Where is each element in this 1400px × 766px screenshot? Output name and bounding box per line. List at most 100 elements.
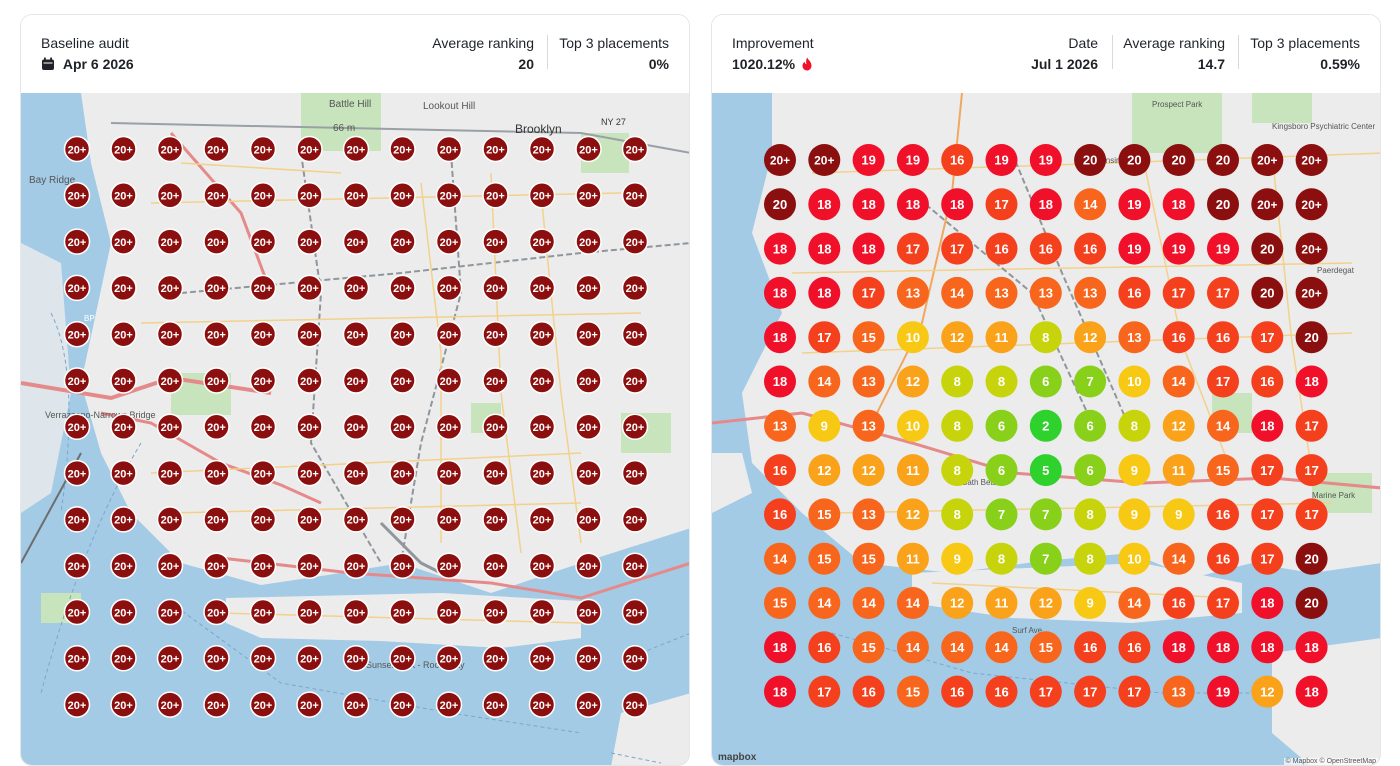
baseline-map-canvas[interactable]: Battle Hill 66 m Lookout Hill Brooklyn N… [21,93,690,766]
rank-pin[interactable]: 11 [985,321,1018,354]
rank-pin[interactable]: 20+ [63,135,91,163]
rank-pin[interactable]: 20+ [575,274,602,302]
rank-pin[interactable]: 20+ [63,367,91,394]
rank-pin[interactable]: 18 [808,276,841,309]
rank-pin[interactable]: 16 [1162,587,1195,619]
rank-pin[interactable]: 17 [1207,587,1239,619]
rank-pin[interactable]: 18 [1295,631,1328,664]
rank-pin[interactable]: 15 [808,498,841,531]
rank-pin[interactable]: 17 [1295,409,1328,442]
rank-pin[interactable]: 9 [1118,498,1151,531]
rank-pin[interactable]: 20+ [621,645,649,672]
rank-pin[interactable]: 12 [1029,587,1062,619]
rank-pin[interactable]: 20+ [575,228,602,255]
rank-pin[interactable]: 20+ [389,552,416,579]
rank-pin[interactable]: 20+ [528,320,556,348]
rank-pin[interactable]: 20+ [621,182,649,209]
rank-pin[interactable]: 20+ [203,135,230,163]
rank-pin[interactable]: 20+ [435,367,463,394]
rank-pin[interactable]: 17 [1251,498,1284,531]
rank-pin[interactable]: 20+ [63,691,91,718]
rank-pin[interactable]: 20+ [63,645,91,672]
rank-pin[interactable]: 9 [941,542,974,575]
rank-pin[interactable]: 18 [764,276,796,309]
rank-pin[interactable]: 18 [764,321,796,354]
rank-pin[interactable]: 12 [1251,675,1284,708]
rank-pin[interactable]: 20+ [203,274,230,302]
rank-pin[interactable]: 20+ [528,228,556,255]
rank-pin[interactable]: 8 [985,365,1018,398]
rank-pin[interactable]: 20+ [63,182,91,209]
rank-pin[interactable]: 17 [1207,365,1239,398]
rank-pin[interactable]: 19 [852,144,885,176]
rank-pin[interactable]: 20+ [575,552,602,579]
rank-pin[interactable]: 20+ [575,691,602,718]
rank-pin[interactable]: 20+ [528,552,556,579]
rank-pin[interactable]: 20+ [342,182,370,209]
rank-pin[interactable]: 7 [1029,542,1062,575]
rank-pin[interactable]: 20+ [296,135,323,163]
rank-pin[interactable]: 8 [1029,321,1062,354]
rank-pin[interactable]: 20+ [203,459,230,487]
rank-pin[interactable]: 12 [852,454,885,487]
rank-pin[interactable]: 20+ [389,274,416,302]
rank-pin[interactable]: 16 [1074,631,1107,664]
rank-pin[interactable]: 20+ [296,274,323,302]
rank-pin[interactable]: 18 [1295,365,1328,398]
rank-pin[interactable]: 18 [1207,631,1239,664]
rank-pin[interactable]: 12 [941,587,974,619]
rank-pin[interactable]: 18 [808,188,841,221]
rank-pin[interactable]: 20+ [389,182,416,209]
rank-pin[interactable]: 20+ [435,228,463,255]
rank-pin[interactable]: 8 [941,365,974,398]
rank-pin[interactable]: 20+ [435,598,463,626]
improvement-map-canvas[interactable]: Kingsboro Psychiatric Center Kensington … [712,93,1381,766]
rank-pin[interactable]: 20+ [110,182,137,209]
rank-pin[interactable]: 20+ [249,459,277,487]
rank-pin[interactable]: 20+ [296,228,323,255]
rank-pin[interactable]: 18 [852,232,885,265]
rank-pin[interactable]: 17 [1162,276,1195,309]
rank-pin[interactable]: 20+ [342,274,370,302]
rank-pin[interactable]: 20+ [63,552,91,579]
rank-pin[interactable]: 17 [1295,454,1328,487]
rank-pin[interactable]: 11 [1162,454,1195,487]
rank-pin[interactable]: 20+ [156,228,184,255]
rank-pin[interactable]: 20+ [342,413,370,441]
rank-pin[interactable]: 20+ [482,645,509,672]
rank-pin[interactable]: 20+ [63,459,91,487]
rank-pin[interactable]: 14 [1162,542,1195,575]
rank-pin[interactable]: 20+ [482,274,509,302]
rank-pin[interactable]: 20+ [110,506,137,533]
rank-pin[interactable]: 14 [1162,365,1195,398]
rank-pin[interactable]: 6 [1074,409,1107,442]
rank-pin[interactable]: 17 [808,321,841,354]
rank-pin[interactable]: 17 [1207,276,1239,309]
rank-pin[interactable]: 20+ [63,320,91,348]
rank-pin[interactable]: 17 [1118,675,1151,708]
rank-pin[interactable]: 20+ [203,598,230,626]
rank-pin[interactable]: 14 [1118,587,1151,619]
rank-pin[interactable]: 8 [941,498,974,531]
rank-pin[interactable]: 20+ [575,506,602,533]
rank-pin[interactable]: 15 [896,675,929,708]
rank-pin[interactable]: 20+ [528,274,556,302]
rank-pin[interactable]: 18 [764,675,796,708]
rank-pin[interactable]: 20+ [389,367,416,394]
rank-pin[interactable]: 20+ [156,274,184,302]
rank-pin[interactable]: 20+ [435,274,463,302]
rank-pin[interactable]: 20+ [63,413,91,441]
rank-pin[interactable]: 18 [1162,631,1195,664]
rank-pin[interactable]: 20+ [575,135,602,163]
rank-pin[interactable]: 20+ [342,645,370,672]
rank-pin[interactable]: 20+ [482,367,509,394]
rank-pin[interactable]: 14 [896,631,929,664]
rank-pin[interactable]: 12 [808,454,841,487]
rank-pin[interactable]: 20+ [156,645,184,672]
rank-pin[interactable]: 20+ [63,598,91,626]
rank-pin[interactable]: 20+ [575,182,602,209]
rank-pin[interactable]: 13 [896,276,929,309]
rank-pin[interactable]: 14 [808,365,841,398]
rank-pin[interactable]: 20+ [435,413,463,441]
rank-pin[interactable]: 20+ [342,598,370,626]
